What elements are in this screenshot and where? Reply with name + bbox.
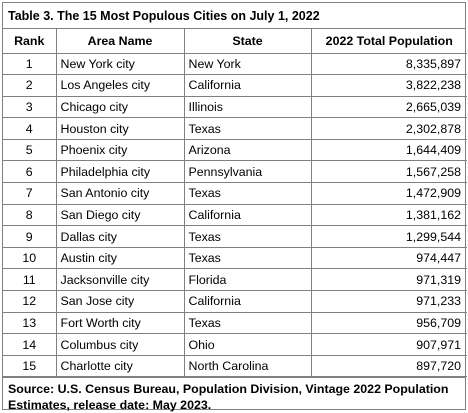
state-cell: Texas <box>183 117 312 140</box>
area-name-cell: Austin city <box>55 246 185 270</box>
population-cell: 1,472,909 <box>310 182 467 205</box>
table-row: 2 Los Angeles city California 3,822,238 <box>3 74 467 97</box>
state-cell: Pennsylvania <box>183 160 312 184</box>
header-area-name: Area Name <box>55 29 185 54</box>
population-cell: 8,335,897 <box>310 52 467 76</box>
table-row: 8 San Diego city California 1,381,162 <box>3 203 467 227</box>
population-cell: 897,720 <box>310 354 467 378</box>
rank-cell: 7 <box>3 182 57 205</box>
table-row: 12 San Jose city California 971,233 <box>3 290 467 313</box>
area-name-cell: San Jose city <box>55 290 185 313</box>
population-cell: 1,644,409 <box>310 138 467 162</box>
area-name-cell: Houston city <box>55 117 185 140</box>
state-cell: Arizona <box>183 138 312 162</box>
area-name-cell: Phoenix city <box>55 138 185 162</box>
state-cell: Texas <box>183 182 312 205</box>
area-name-cell: Philadelphia city <box>55 160 185 184</box>
header-state: State <box>183 29 312 54</box>
population-table: Rank Area Name State 2022 Total Populati… <box>3 29 467 378</box>
state-cell: Ohio <box>183 333 312 356</box>
table-row: 3 Chicago city Illinois 2,665,039 <box>3 95 467 119</box>
area-name-cell: Jacksonville city <box>55 268 185 292</box>
rank-cell: 1 <box>3 52 57 76</box>
population-cell: 2,302,878 <box>310 117 467 140</box>
area-name-cell: San Diego city <box>55 203 185 227</box>
state-cell: Texas <box>183 311 312 335</box>
rank-cell: 12 <box>3 290 57 313</box>
table-row: 1 New York city New York 8,335,897 <box>3 52 467 76</box>
table-title: Table 3. The 15 Most Populous Cities on … <box>3 3 465 29</box>
rank-cell: 13 <box>3 311 57 335</box>
table-row: 7 San Antonio city Texas 1,472,909 <box>3 182 467 205</box>
state-cell: California <box>183 290 312 313</box>
rank-cell: 10 <box>3 246 57 270</box>
area-name-cell: Los Angeles city <box>55 74 185 97</box>
population-cell: 2,665,039 <box>310 95 467 119</box>
population-cell: 956,709 <box>310 311 467 335</box>
header-population: 2022 Total Population <box>310 29 467 54</box>
area-name-cell: Columbus city <box>55 333 185 356</box>
population-cell: 3,822,238 <box>310 74 467 97</box>
table-row: 10 Austin city Texas 974,447 <box>3 246 467 270</box>
population-cell: 974,447 <box>310 246 467 270</box>
population-cell: 1,381,162 <box>310 203 467 227</box>
source-note: Source: U.S. Census Bureau, Population D… <box>3 377 465 413</box>
table-row: 5 Phoenix city Arizona 1,644,409 <box>3 138 467 162</box>
rank-cell: 15 <box>3 354 57 378</box>
state-cell: Texas <box>183 246 312 270</box>
rank-cell: 2 <box>3 74 57 97</box>
area-name-cell: Chicago city <box>55 95 185 119</box>
population-cell: 971,319 <box>310 268 467 292</box>
population-cell: 1,567,258 <box>310 160 467 184</box>
rank-cell: 4 <box>3 117 57 140</box>
population-cell: 971,233 <box>310 290 467 313</box>
header-rank: Rank <box>3 29 57 54</box>
area-name-cell: Dallas city <box>55 225 185 248</box>
rank-cell: 8 <box>3 203 57 227</box>
table-row: 6 Philadelphia city Pennsylvania 1,567,258 <box>3 160 467 184</box>
state-cell: California <box>183 203 312 227</box>
population-cell: 1,299,544 <box>310 225 467 248</box>
state-cell: Florida <box>183 268 312 292</box>
table-row: 15 Charlotte city North Carolina 897,720 <box>3 354 467 378</box>
rank-cell: 6 <box>3 160 57 184</box>
state-cell: California <box>183 74 312 97</box>
table-row: 9 Dallas city Texas 1,299,544 <box>3 225 467 248</box>
state-cell: New York <box>183 52 312 76</box>
state-cell: Texas <box>183 225 312 248</box>
rank-cell: 11 <box>3 268 57 292</box>
area-name-cell: New York city <box>55 52 185 76</box>
rank-cell: 14 <box>3 333 57 356</box>
table-row: 11 Jacksonville city Florida 971,319 <box>3 268 467 292</box>
table-row: 14 Columbus city Ohio 907,971 <box>3 333 467 356</box>
header-row: Rank Area Name State 2022 Total Populati… <box>3 29 467 54</box>
rank-cell: 9 <box>3 225 57 248</box>
population-cell: 907,971 <box>310 333 467 356</box>
state-cell: Illinois <box>183 95 312 119</box>
area-name-cell: San Antonio city <box>55 182 185 205</box>
area-name-cell: Fort Worth city <box>55 311 185 335</box>
table-row: 13 Fort Worth city Texas 956,709 <box>3 311 467 335</box>
rank-cell: 5 <box>3 138 57 162</box>
rank-cell: 3 <box>3 95 57 119</box>
table-body: 1 New York city New York 8,335,897 2 Los Ange… <box>3 52 467 378</box>
area-name-cell: Charlotte city <box>55 354 185 378</box>
state-cell: North Carolina <box>183 354 312 378</box>
table-row: 4 Houston city Texas 2,302,878 <box>3 117 467 140</box>
